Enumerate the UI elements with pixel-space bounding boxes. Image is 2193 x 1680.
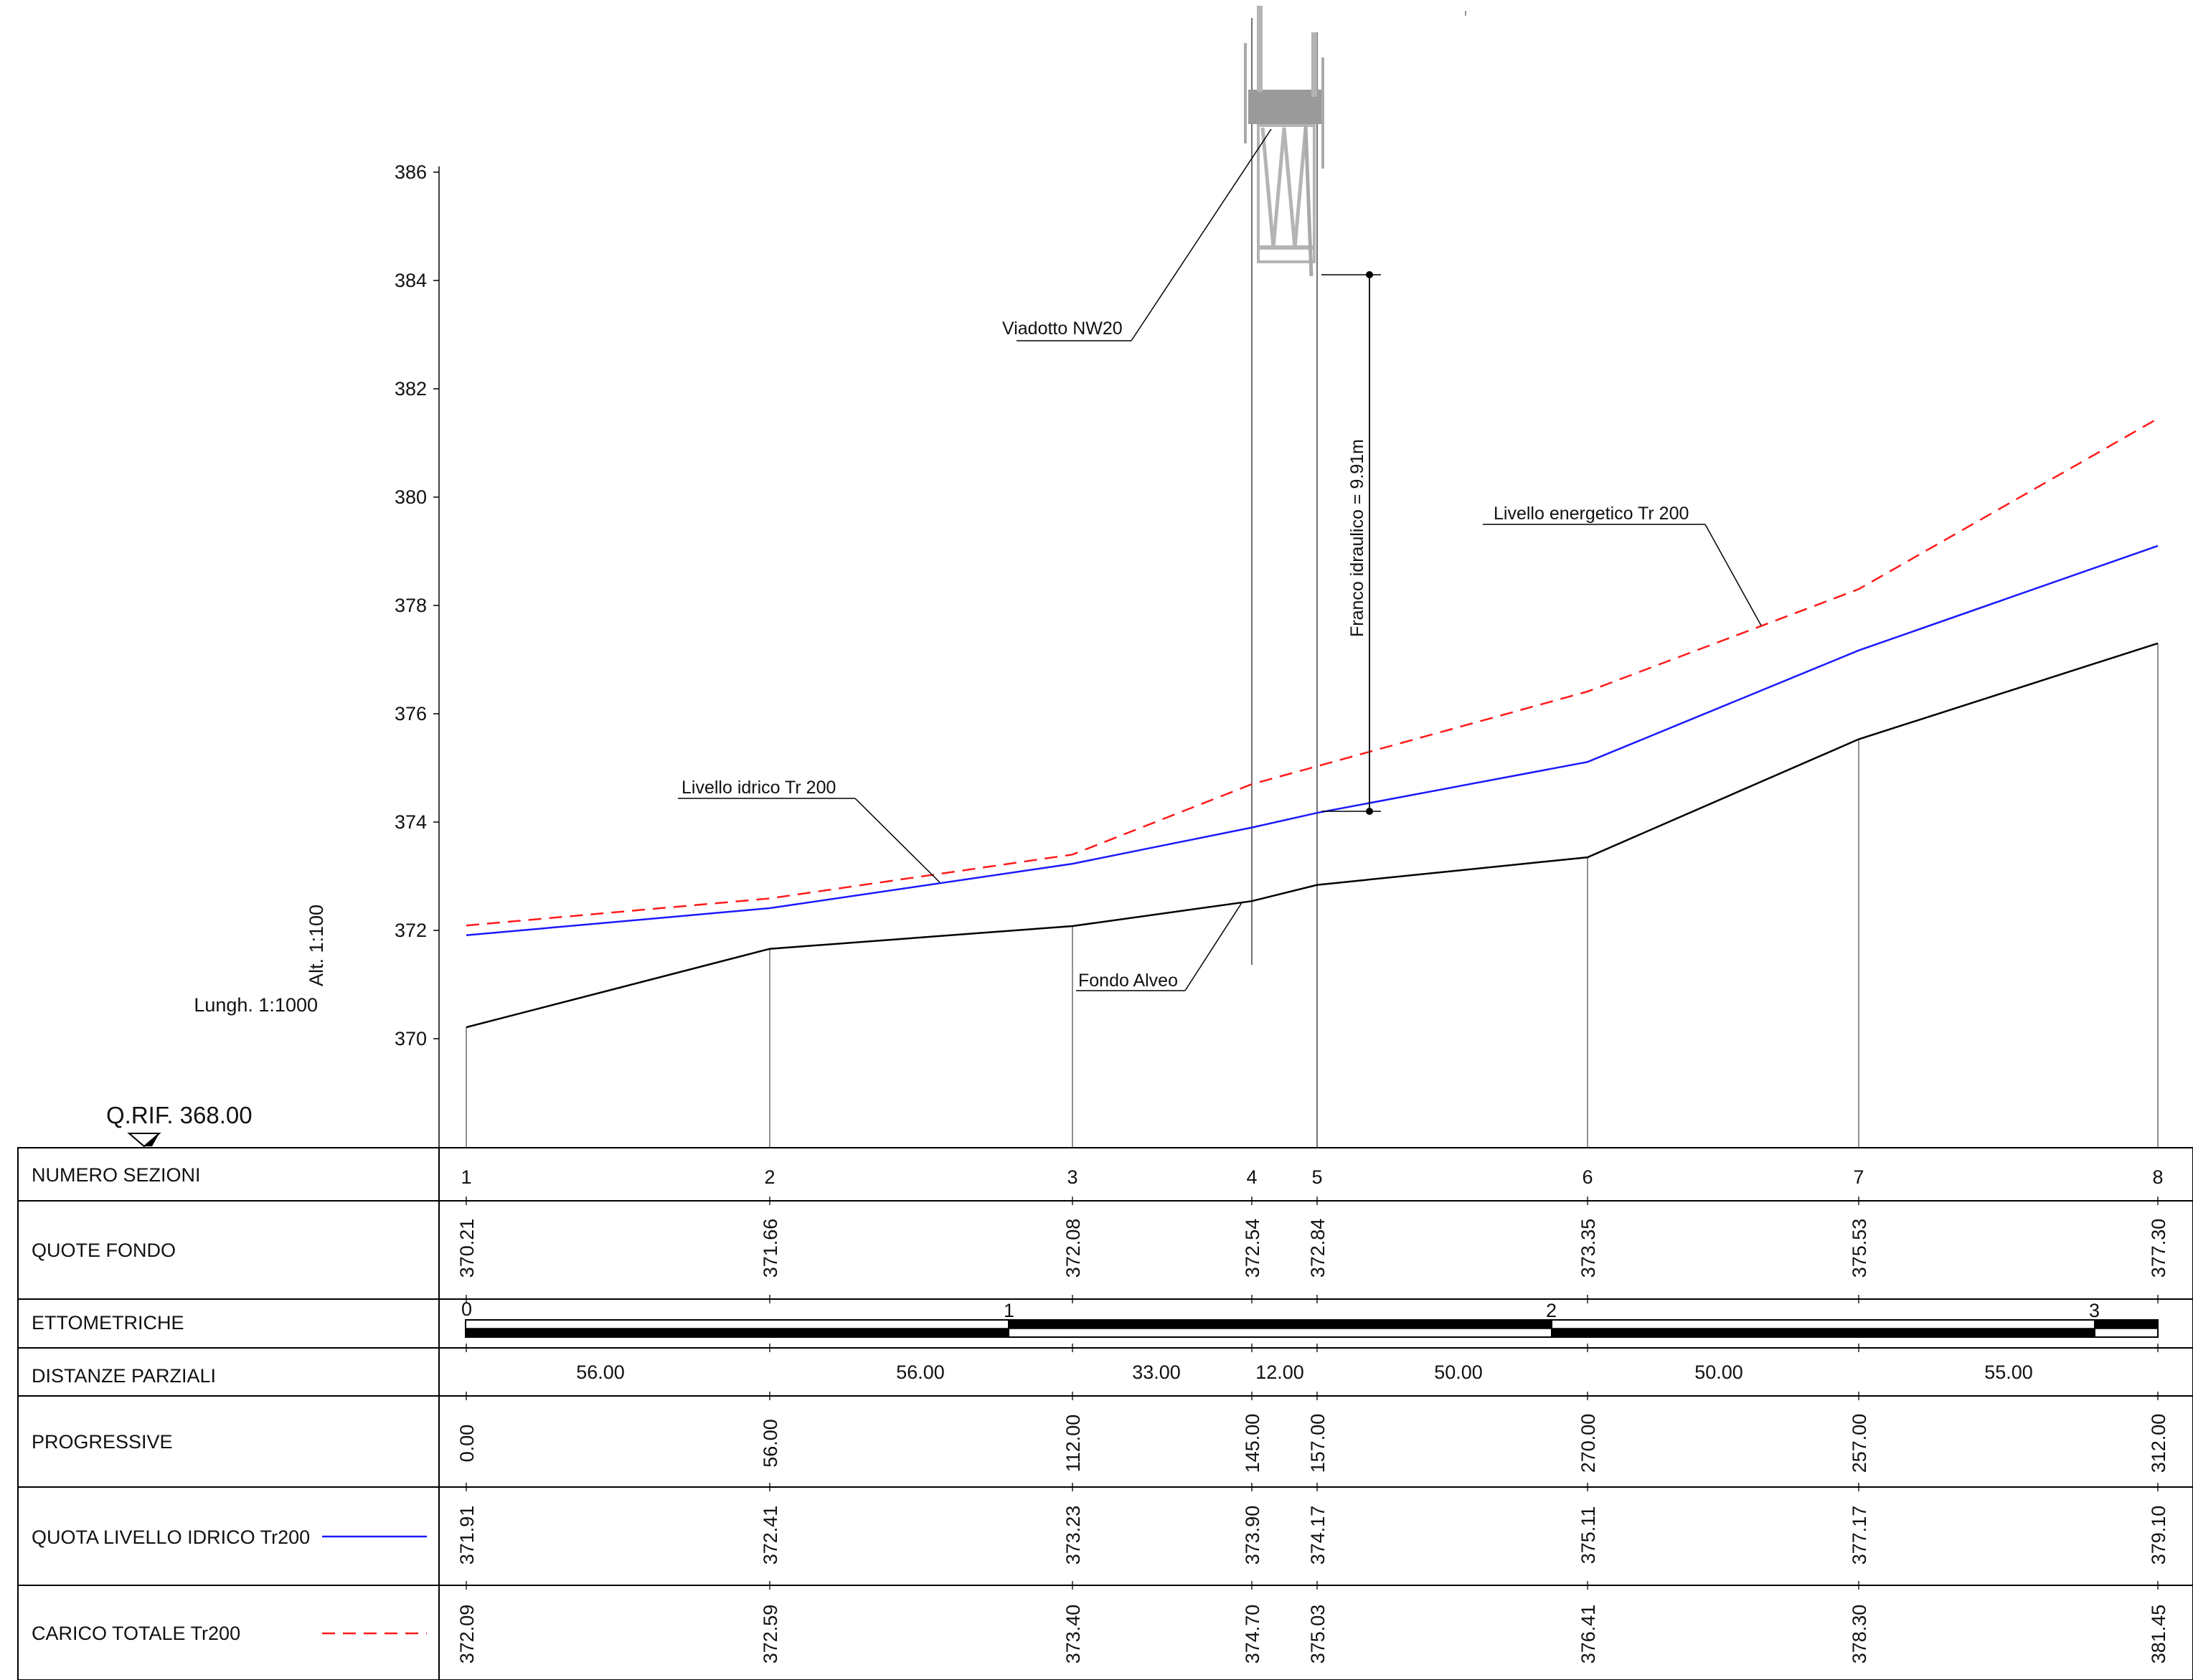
progressive-value-2: 56.00 [760, 1419, 781, 1468]
freeboard-dimension: Franco idraulico = 9.91m [1321, 271, 1381, 815]
progressive-value-5: 157.00 [1307, 1414, 1329, 1473]
progressive-value-3: 112.00 [1062, 1415, 1084, 1473]
bridge-callout: Viadotto NW20 [1002, 128, 1272, 341]
water-value-2: 372.41 [760, 1506, 781, 1565]
bed-profile-line [466, 642, 2159, 1029]
energy-value-6: 376.41 [1577, 1605, 1599, 1664]
section-number-6: 6 [1582, 1166, 1593, 1188]
bed-value-7: 375.53 [1849, 1219, 1870, 1278]
energy-value-4: 374.70 [1242, 1605, 1263, 1664]
section-number-7: 7 [1853, 1166, 1864, 1188]
energy-level-line [466, 417, 2159, 927]
hecto-mark-1: 1 [1004, 1300, 1014, 1321]
bed-callout: Fondo Alveo [1076, 901, 1243, 991]
partial-distance-6: 50.00 [1694, 1362, 1743, 1383]
row-label-sections: NUMERO SEZIONI [32, 1164, 201, 1186]
horizontal-scale-label: Lungh. 1:1000 [194, 994, 318, 1016]
energy-value-1: 372.09 [456, 1605, 478, 1664]
energy-value-8: 381.45 [2148, 1605, 2169, 1664]
row-label-water: QUOTA LIVELLO IDRICO Tr200 [32, 1526, 310, 1548]
water-callout: Livello idrico Tr 200 [678, 778, 940, 883]
progressive-value-1: 0.00 [456, 1425, 478, 1463]
energy-value-7: 378.30 [1849, 1605, 1870, 1664]
bed-value-4: 372.54 [1242, 1219, 1263, 1278]
profile-data-table: NUMERO SEZIONI QUOTE FONDO ETTOMETRICHE … [17, 1147, 2193, 1680]
row-label-progressive: PROGRESSIVE [32, 1431, 173, 1453]
energy-callout-label: Livello energetico Tr 200 [1494, 504, 1689, 524]
bed-value-5: 372.84 [1307, 1219, 1329, 1278]
elevation-tick-label-382: 382 [395, 378, 427, 400]
section-number-3: 3 [1067, 1166, 1077, 1188]
vertical-scale-label: Alt. 1:100 [306, 905, 327, 986]
section-number-1: 1 [461, 1166, 471, 1188]
row-label-bed: QUOTE FONDO [32, 1240, 176, 1261]
progressive-value-8: 312.00 [2148, 1414, 2169, 1473]
water-level-line [466, 544, 2159, 937]
section-number-8: 8 [2152, 1166, 2163, 1188]
partial-distance-1: 56.00 [576, 1362, 625, 1383]
progressive-value-7: 257.00 [1849, 1414, 1870, 1473]
elevation-axis: 370 372 374 376 378 380 382 384 386 [395, 161, 440, 1148]
bed-value-1: 370.21 [456, 1219, 478, 1278]
hecto-mark-2: 2 [1546, 1300, 1557, 1321]
water-value-6: 375.11 [1577, 1506, 1599, 1565]
elevation-tick-label-376: 376 [395, 703, 427, 725]
partial-distance-7: 55.00 [1984, 1362, 2033, 1383]
hecto-mark-0: 0 [461, 1298, 472, 1320]
table-cells: 1 370.21 0.00 371.91 372.09 2 371.66 56.00 372.4… [456, 1166, 2169, 1664]
partial-distance-5: 50.00 [1434, 1362, 1483, 1383]
bridge-callout-label: Viadotto NW20 [1002, 318, 1123, 339]
progressive-value-6: 270.00 [1577, 1414, 1599, 1473]
hecto-mark-3: 3 [2089, 1300, 2100, 1321]
bed-value-2: 371.66 [760, 1219, 781, 1278]
row-label-energy: CARICO TOTALE Tr200 [32, 1623, 240, 1644]
row-label-hectometric: ETTOMETRICHE [32, 1312, 184, 1334]
reference-level-label: Q.RIF. 368.00 [106, 1102, 253, 1128]
row-label-partial: DISTANZE PARZIALI [32, 1365, 216, 1387]
partial-distance-2: 56.00 [896, 1362, 945, 1383]
section-number-4: 4 [1246, 1166, 1257, 1188]
bed-value-8: 377.30 [2148, 1219, 2169, 1278]
bed-callout-label: Fondo Alveo [1078, 971, 1178, 991]
section-number-2: 2 [764, 1166, 775, 1188]
hectometric-scale-bar [465, 1319, 2159, 1338]
water-value-3: 373.23 [1062, 1506, 1084, 1565]
section-number-5: 5 [1311, 1166, 1322, 1188]
energy-value-3: 373.40 [1062, 1605, 1084, 1664]
elevation-tick-label-378: 378 [395, 595, 427, 616]
elevation-tick-label-380: 380 [395, 486, 427, 508]
elevation-tick-label-384: 384 [395, 270, 427, 291]
energy-callout: Livello energetico Tr 200 [1483, 504, 1762, 626]
water-value-8: 379.10 [2148, 1506, 2169, 1565]
bed-value-6: 373.35 [1577, 1219, 1599, 1278]
elevation-tick-label-386: 386 [395, 161, 427, 183]
progressive-value-4: 145.00 [1242, 1414, 1263, 1473]
elevation-tick-label-370: 370 [395, 1028, 427, 1049]
energy-value-5: 375.03 [1307, 1605, 1329, 1664]
bridge-drawing [1244, 6, 1466, 1148]
elevation-tick-label-374: 374 [395, 811, 427, 833]
energy-value-2: 372.59 [760, 1605, 781, 1664]
water-value-4: 373.90 [1242, 1506, 1263, 1565]
elevation-tick-label-372: 372 [395, 920, 427, 941]
reference-level-marker [127, 1133, 161, 1148]
water-value-5: 374.17 [1307, 1506, 1329, 1565]
bed-value-3: 372.08 [1062, 1219, 1084, 1278]
section-vertical-lines [466, 643, 2159, 1148]
water-value-1: 371.91 [456, 1506, 478, 1565]
water-value-7: 377.17 [1849, 1506, 1870, 1565]
partial-distance-4: 12.00 [1255, 1362, 1304, 1383]
freeboard-label: Franco idraulico = 9.91m [1347, 439, 1367, 637]
water-callout-label: Livello idrico Tr 200 [682, 778, 836, 798]
partial-distance-3: 33.00 [1132, 1362, 1181, 1383]
